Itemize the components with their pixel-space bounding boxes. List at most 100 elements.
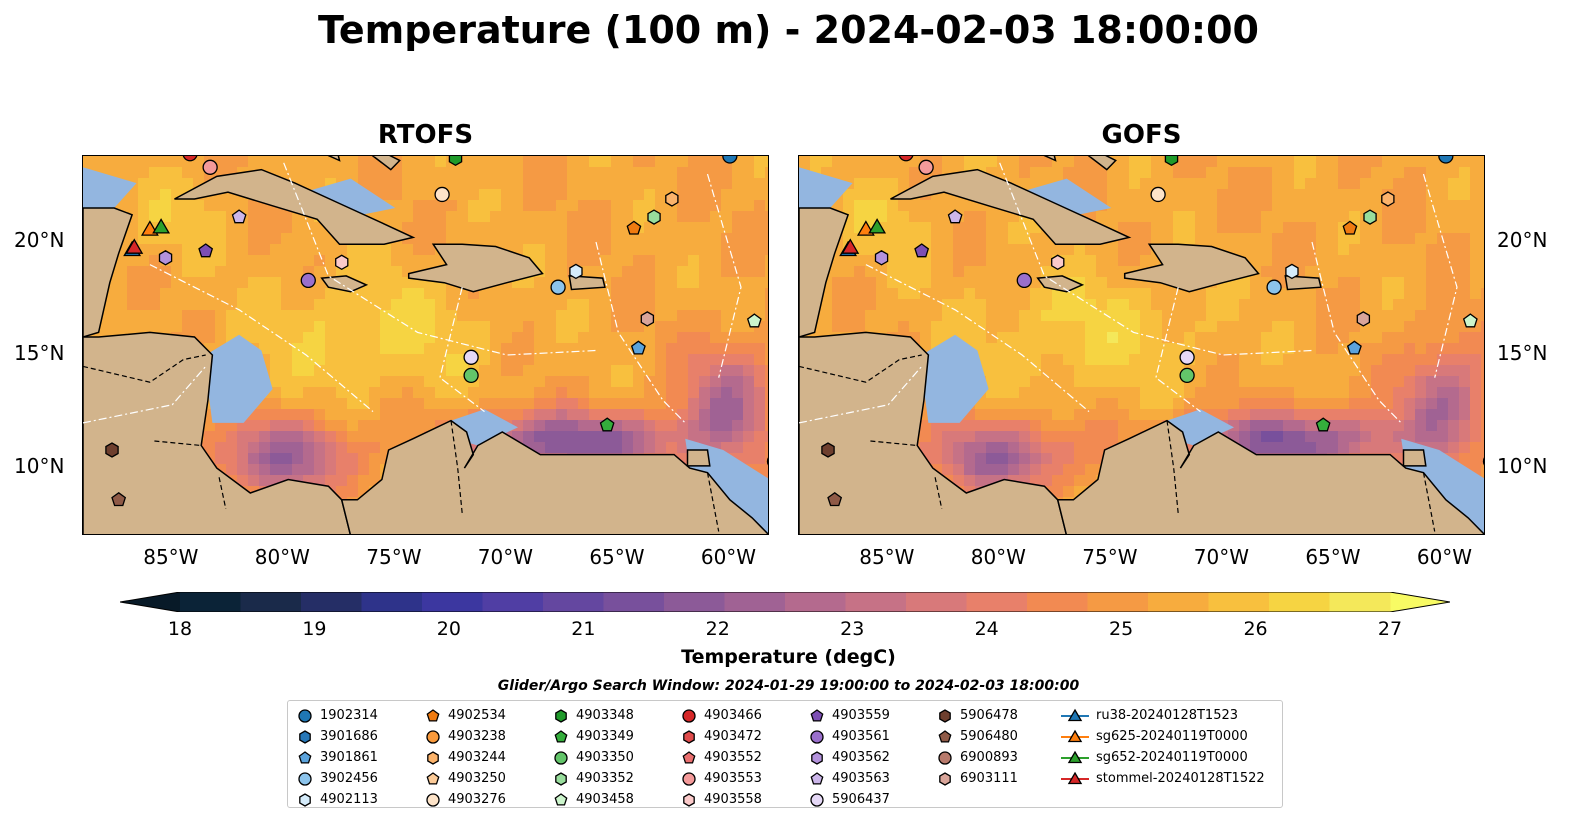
land-hispaniola bbox=[407, 243, 544, 293]
legend-label: 3901861 bbox=[320, 750, 378, 765]
legend-label: 3902456 bbox=[320, 771, 378, 786]
legend-marker bbox=[1067, 771, 1083, 784]
colorbar-segment bbox=[482, 592, 544, 612]
triangle-marker-icon bbox=[1061, 771, 1089, 784]
legend-marker bbox=[683, 792, 695, 807]
legend-item: sg652-20240119T0000 bbox=[1060, 747, 1265, 768]
colorbar-tick-label: 23 bbox=[840, 618, 865, 640]
legend-label: 4902534 bbox=[448, 708, 506, 723]
legend-marker bbox=[427, 750, 439, 765]
colorbar-tick-label: 20 bbox=[436, 618, 461, 640]
legend-item: 4902113 bbox=[296, 789, 378, 810]
colorbar-segment bbox=[1027, 592, 1088, 612]
legend-label: 4903558 bbox=[704, 792, 762, 807]
hexagon-marker-icon bbox=[427, 750, 439, 765]
colorbar-segment bbox=[724, 592, 786, 612]
glider-sg652-20240119T0000 bbox=[152, 218, 171, 234]
legend-label: 4903244 bbox=[448, 750, 506, 765]
pentagon-marker-icon bbox=[426, 708, 440, 722]
country-border bbox=[934, 477, 943, 510]
pentagon-marker-icon bbox=[426, 771, 440, 785]
legend-label: 4903250 bbox=[448, 771, 506, 786]
legend-label: 5906478 bbox=[960, 708, 1018, 723]
legend-marker bbox=[298, 750, 312, 764]
legend-column: 4903559 4903561 4903562 4903563 5906437 bbox=[808, 705, 890, 810]
legend-item: 4903352 bbox=[552, 768, 634, 789]
argo-float-4903562 bbox=[874, 250, 889, 266]
legend-label: 4903552 bbox=[704, 750, 762, 765]
hexagon-marker-icon bbox=[299, 792, 311, 807]
legend-label: 4903562 bbox=[832, 750, 890, 765]
legend-item: 4903276 bbox=[424, 789, 506, 810]
legend-marker bbox=[938, 750, 952, 765]
hexagon-marker-icon bbox=[555, 771, 567, 786]
legend-label: 4903561 bbox=[832, 729, 890, 744]
colorbar-label: Temperature (degC) bbox=[681, 646, 896, 668]
legend-label: 4903276 bbox=[448, 792, 506, 807]
glider-stommel-20240128T1522 bbox=[841, 238, 860, 254]
legend-label: 4903553 bbox=[704, 771, 762, 786]
legend-marker bbox=[939, 708, 951, 723]
circle-marker-icon bbox=[298, 708, 312, 723]
legend-marker bbox=[682, 708, 696, 723]
colorbar-tick-label: 24 bbox=[974, 618, 999, 640]
argo-float-4903350 bbox=[1179, 367, 1195, 384]
land-cuba bbox=[174, 168, 416, 245]
legend-label: 5906480 bbox=[960, 729, 1018, 744]
argo-float-4903276 bbox=[434, 186, 450, 203]
hexagon-marker-icon bbox=[939, 708, 951, 723]
eez-boundary bbox=[706, 173, 742, 378]
argo-float-4902534 bbox=[626, 220, 642, 235]
land-hispaniola bbox=[1123, 243, 1260, 293]
colorbar-segment bbox=[301, 592, 362, 612]
argo-float-5906437 bbox=[1179, 349, 1195, 365]
legend-item: 3902456 bbox=[296, 768, 378, 789]
glider-sg652-20240119T0000 bbox=[868, 218, 887, 234]
legend-marker bbox=[426, 729, 440, 744]
argo-float-6903111 bbox=[640, 311, 655, 327]
argo-float-4903553 bbox=[918, 159, 934, 175]
argo-float-6903111 bbox=[1356, 311, 1371, 327]
legend-item: ru38-20240128T1523 bbox=[1060, 705, 1265, 726]
gofs-map[interactable] bbox=[798, 155, 1485, 535]
eez-boundary bbox=[595, 241, 686, 424]
argo-float-4903350 bbox=[463, 367, 479, 384]
colorbar-tick-label: 19 bbox=[302, 618, 327, 640]
legend-label: 6900893 bbox=[960, 750, 1018, 765]
colorbar-segment bbox=[785, 592, 846, 612]
legend-item: 5906437 bbox=[808, 789, 890, 810]
colorbar-segment bbox=[1269, 592, 1330, 612]
legend-marker bbox=[810, 792, 824, 807]
legend-marker bbox=[555, 708, 567, 723]
circle-marker-icon bbox=[426, 729, 440, 744]
lat-tick-label-left: 20°N bbox=[14, 227, 65, 252]
lon-tick-label: 85°W bbox=[143, 545, 199, 569]
land-southam bbox=[1056, 419, 1484, 534]
argo-float-3902456 bbox=[550, 279, 566, 295]
colorbar-segment bbox=[180, 592, 241, 612]
argo-float-4903352 bbox=[1363, 209, 1377, 225]
hexagon-marker-icon bbox=[299, 729, 311, 744]
argo-float-4903559 bbox=[914, 243, 930, 258]
land-jamaica bbox=[1036, 275, 1085, 293]
legend-label: 4903349 bbox=[576, 729, 634, 744]
colorbar-tick-label: 27 bbox=[1377, 618, 1403, 640]
hexagon-marker-icon bbox=[811, 750, 823, 765]
lat-tick-label-right: 20°N bbox=[1497, 227, 1548, 252]
colorbar-extend-low bbox=[120, 592, 180, 612]
legend-item: 4903350 bbox=[552, 747, 634, 768]
eez-boundary bbox=[1311, 241, 1402, 424]
rtofs-map[interactable] bbox=[82, 155, 769, 535]
legend-marker bbox=[426, 708, 440, 722]
pentagon-marker-icon bbox=[298, 750, 312, 764]
glider-stommel-20240128T1522 bbox=[125, 238, 144, 254]
colorbar-segment bbox=[1087, 592, 1149, 612]
panel-title-rtofs: RTOFS bbox=[377, 120, 474, 150]
legend-label: 4903559 bbox=[832, 708, 890, 723]
panel-title-gofs: GOFS bbox=[1101, 120, 1182, 150]
eez-boundary bbox=[1155, 287, 1201, 413]
legend-label: 4903563 bbox=[832, 771, 890, 786]
argo-float-6900893 bbox=[766, 457, 768, 466]
legend-column: 5906478 5906480 6900893 6903111 bbox=[936, 705, 1018, 789]
argo-float-4903458 bbox=[1462, 313, 1478, 328]
